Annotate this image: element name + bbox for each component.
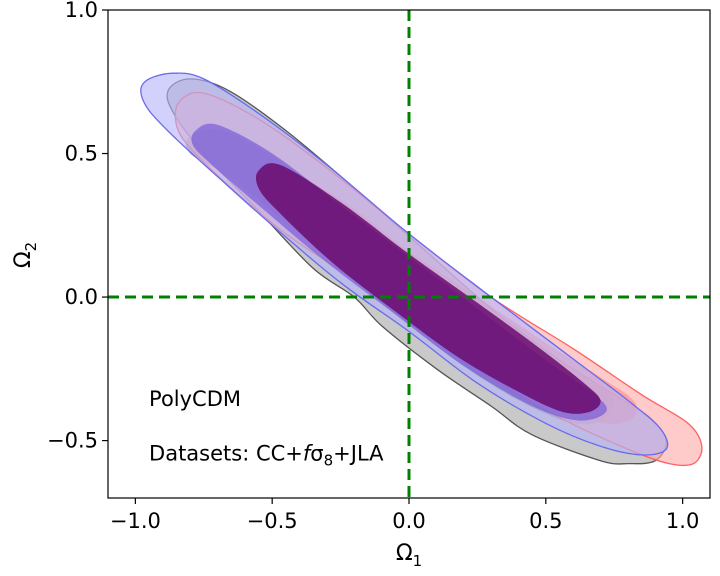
annotations: PolyCDM Datasets: CC+fσ8+JLA — [149, 387, 384, 470]
datasets-annotation: Datasets: CC+fσ8+JLA — [149, 442, 384, 470]
x-tick-label: −1.0 — [110, 509, 161, 533]
x-tick-label: 1.0 — [666, 509, 699, 533]
model-annotation: PolyCDM — [149, 387, 241, 411]
contour-overlap-core — [255, 163, 601, 414]
x-tick-label: 0.5 — [529, 509, 562, 533]
y-tick-label: −0.5 — [47, 429, 98, 453]
y-tick-label: 0.5 — [65, 142, 98, 166]
x-tick-label: 0.0 — [392, 509, 425, 533]
x-tick-label: −0.5 — [247, 509, 298, 533]
plot-area — [108, 10, 710, 498]
y-tick-label: 0.0 — [65, 285, 98, 309]
x-axis-label: Ω1 — [396, 541, 422, 570]
y-axis-label: Ω2 — [11, 242, 40, 268]
y-tick-label: 1.0 — [65, 0, 98, 22]
axes: −1.0 −0.5 0.0 0.5 1.0 −0.5 0.0 0.5 1.0 — [47, 0, 711, 533]
